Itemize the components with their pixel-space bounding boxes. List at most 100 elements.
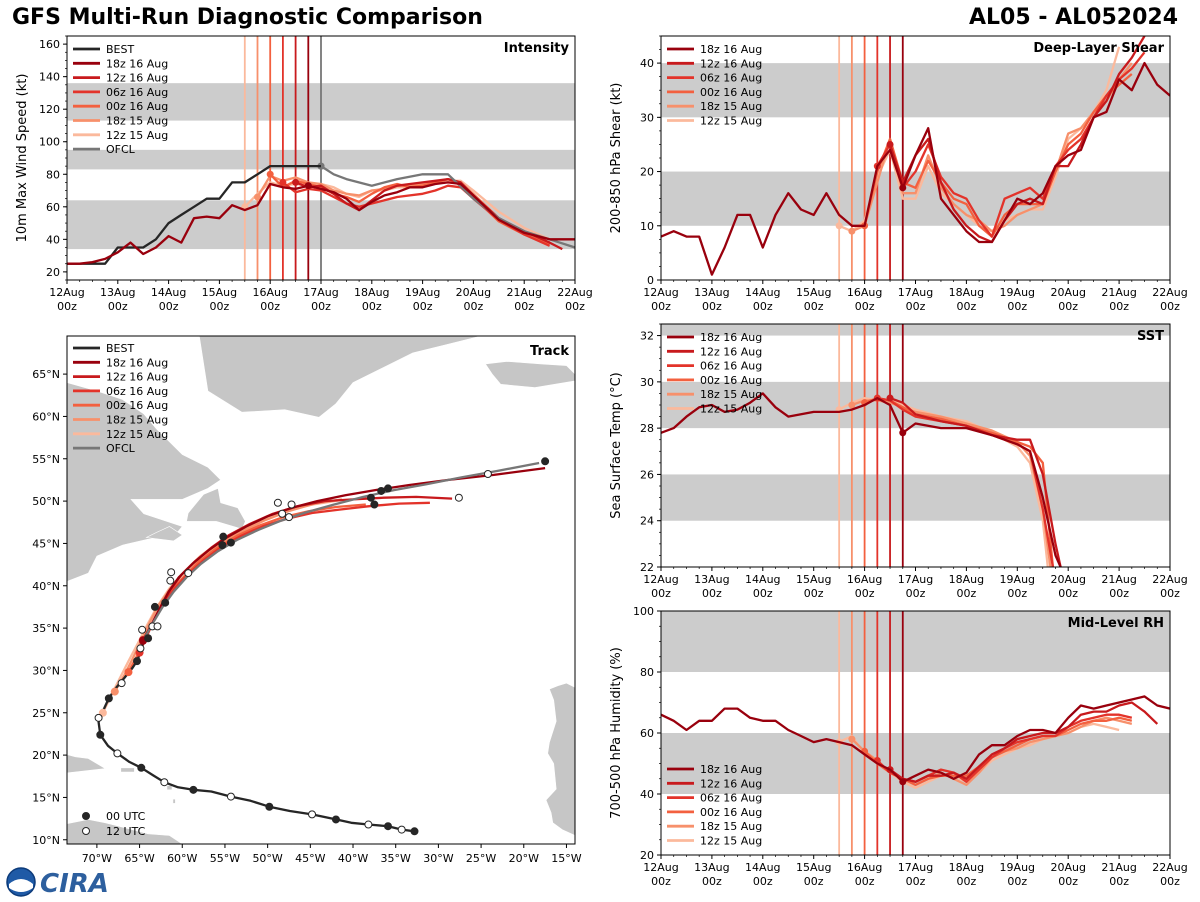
intensity-legend-label: 18z 15 Aug bbox=[106, 115, 168, 128]
rh-xtick-label: 00z bbox=[753, 875, 773, 888]
track-ytick-label: 65°N bbox=[32, 368, 60, 381]
track-marker-00utc bbox=[410, 827, 419, 836]
shear-title: Deep-Layer Shear bbox=[1033, 41, 1164, 56]
rh-plot-area bbox=[661, 611, 1170, 855]
shear-plot-area bbox=[661, 36, 1170, 280]
track-frame bbox=[66, 335, 576, 845]
shear-legend-label: 12z 16 Aug bbox=[700, 57, 762, 70]
intensity-xtick-label: 19Aug bbox=[405, 286, 440, 299]
sst-xtick-label: 00z bbox=[1160, 587, 1180, 600]
rh-legend-label: 12z 16 Aug bbox=[700, 777, 762, 790]
sst-xtick-label: 00z bbox=[804, 587, 824, 600]
rh-legend-label: 06z 16 Aug bbox=[700, 792, 762, 805]
track-marker-legend-label: 12 UTC bbox=[106, 825, 146, 838]
rh-xtick-label: 00z bbox=[957, 875, 977, 888]
track-legend-label: 06z 16 Aug bbox=[106, 385, 168, 398]
intensity-xtick-label: 00z bbox=[57, 300, 77, 313]
track-marker-12utc bbox=[273, 498, 282, 507]
track-marker-00utc bbox=[377, 486, 386, 495]
rh-xtick-label: 00z bbox=[1007, 875, 1027, 888]
track-marker-12utc bbox=[226, 792, 235, 801]
intensity-xtick-label: 00z bbox=[514, 300, 534, 313]
land-mass-0 bbox=[67, 336, 222, 582]
track-xtick-label: 60°W bbox=[167, 852, 197, 865]
track-ytick-label: 45°N bbox=[32, 537, 60, 550]
track-ytick-label: 55°N bbox=[32, 453, 60, 466]
rh-xtick-label: 18Aug bbox=[949, 861, 984, 874]
sst-xtick-label: 15Aug bbox=[796, 573, 831, 586]
track-marker-legend-label: 00 UTC bbox=[106, 810, 146, 823]
track-ytick-label: 25°N bbox=[32, 707, 60, 720]
intensity-series-18z-16-Aug bbox=[67, 181, 575, 265]
intensity-xtick-label: 00z bbox=[159, 300, 179, 313]
sst-ytick-label: 30 bbox=[640, 376, 654, 389]
track-marker-12utc bbox=[113, 749, 122, 758]
rh-xtick-label: 00z bbox=[651, 875, 671, 888]
page-title: GFS Multi-Run Diagnostic Comparison bbox=[12, 5, 483, 30]
sst-init-point-18z-15-Aug bbox=[848, 401, 856, 409]
track-legend-label: BEST bbox=[106, 342, 134, 355]
shear-xtick-label: 18Aug bbox=[949, 286, 984, 299]
track-legend-label: 12z 16 Aug bbox=[106, 371, 168, 384]
sst-legend-label: 00z 16 Aug bbox=[700, 374, 762, 387]
shear-init-point-18z-15-Aug bbox=[848, 227, 856, 235]
track-legend-label: OFCL bbox=[106, 442, 136, 455]
track-marker-12utc bbox=[308, 810, 317, 819]
intensity-xtick-label: 17Aug bbox=[303, 286, 338, 299]
land-mass-1 bbox=[186, 487, 246, 530]
intensity-xtick-label: 13Aug bbox=[100, 286, 135, 299]
shear-xtick-label: 15Aug bbox=[796, 286, 831, 299]
sst-xtick-label: 12Aug bbox=[643, 573, 678, 586]
track-ytick-label: 30°N bbox=[32, 664, 60, 677]
track-marker-00utc bbox=[161, 598, 170, 607]
track-xtick-label: 20°W bbox=[509, 852, 539, 865]
intensity-xtick-label: 00z bbox=[108, 300, 128, 313]
shear-series-00z-16-Aug bbox=[863, 73, 1133, 238]
track-marker-12utc bbox=[284, 513, 293, 522]
track-marker-12utc bbox=[287, 500, 296, 509]
rh-xtick-label: 00z bbox=[804, 875, 824, 888]
sst-xtick-label: 17Aug bbox=[898, 573, 933, 586]
land-mass-8 bbox=[67, 819, 183, 844]
shear-series-06z-16-Aug bbox=[876, 51, 1146, 238]
sst-xtick-label: 21Aug bbox=[1101, 573, 1136, 586]
sst-xtick-label: 00z bbox=[1109, 587, 1129, 600]
rh-series-12z-16-Aug bbox=[889, 701, 1159, 783]
sst-xtick-label: 00z bbox=[753, 587, 773, 600]
rh-xtick-label: 20Aug bbox=[1050, 861, 1085, 874]
sst-legend-label: 12z 15 Aug bbox=[700, 403, 762, 416]
shear-legend-label: 00z 16 Aug bbox=[700, 86, 762, 99]
sst-legend-label: 06z 16 Aug bbox=[700, 360, 762, 373]
track-marker-00utc bbox=[144, 634, 153, 643]
rh-xtick-label: 17Aug bbox=[898, 861, 933, 874]
rh-xtick-label: 12Aug bbox=[643, 861, 678, 874]
track-panel: 70°W 65°W 60°W 55°W 50°W 45°W 40°W 35°W 30°W 25°W… bbox=[32, 335, 582, 865]
track-marker-12utc bbox=[136, 644, 145, 653]
track-marker-00utc bbox=[331, 815, 340, 824]
track-start-point bbox=[124, 668, 133, 677]
shear-xtick-label: 22Aug bbox=[1152, 286, 1187, 299]
shear-ytick-label: 0 bbox=[647, 274, 654, 287]
shear-init-point-18z-16-Aug bbox=[899, 184, 907, 192]
sst-ytick-label: 24 bbox=[640, 515, 654, 528]
sst-xtick-label: 00z bbox=[855, 587, 875, 600]
rh-xtick-label: 00z bbox=[1160, 875, 1180, 888]
intensity-xtick-label: 22Aug bbox=[557, 286, 592, 299]
sst-band-0 bbox=[661, 474, 1170, 521]
sst-xtick-label: 22Aug bbox=[1152, 573, 1187, 586]
track-xtick-label: 45°W bbox=[295, 852, 325, 865]
land-mass-6 bbox=[67, 754, 107, 774]
rh-ylabel: 700-500 hPa Humidity (%) bbox=[609, 647, 624, 819]
shear-ytick-label: 20 bbox=[640, 166, 654, 179]
track-xtick-label: 15°W bbox=[551, 852, 581, 865]
rh-legend-label: 18z 16 Aug bbox=[700, 763, 762, 776]
sst-band-2 bbox=[661, 324, 1170, 336]
intensity-legend-label: 18z 16 Aug bbox=[106, 57, 168, 70]
intensity-plot-area bbox=[67, 36, 575, 280]
track-marker-00utc bbox=[137, 763, 146, 772]
track-marker-12utc bbox=[94, 713, 103, 722]
rh-xtick-label: 22Aug bbox=[1152, 861, 1187, 874]
track-marker-12utc bbox=[138, 625, 147, 634]
track-ytick-label: 50°N bbox=[32, 495, 60, 508]
